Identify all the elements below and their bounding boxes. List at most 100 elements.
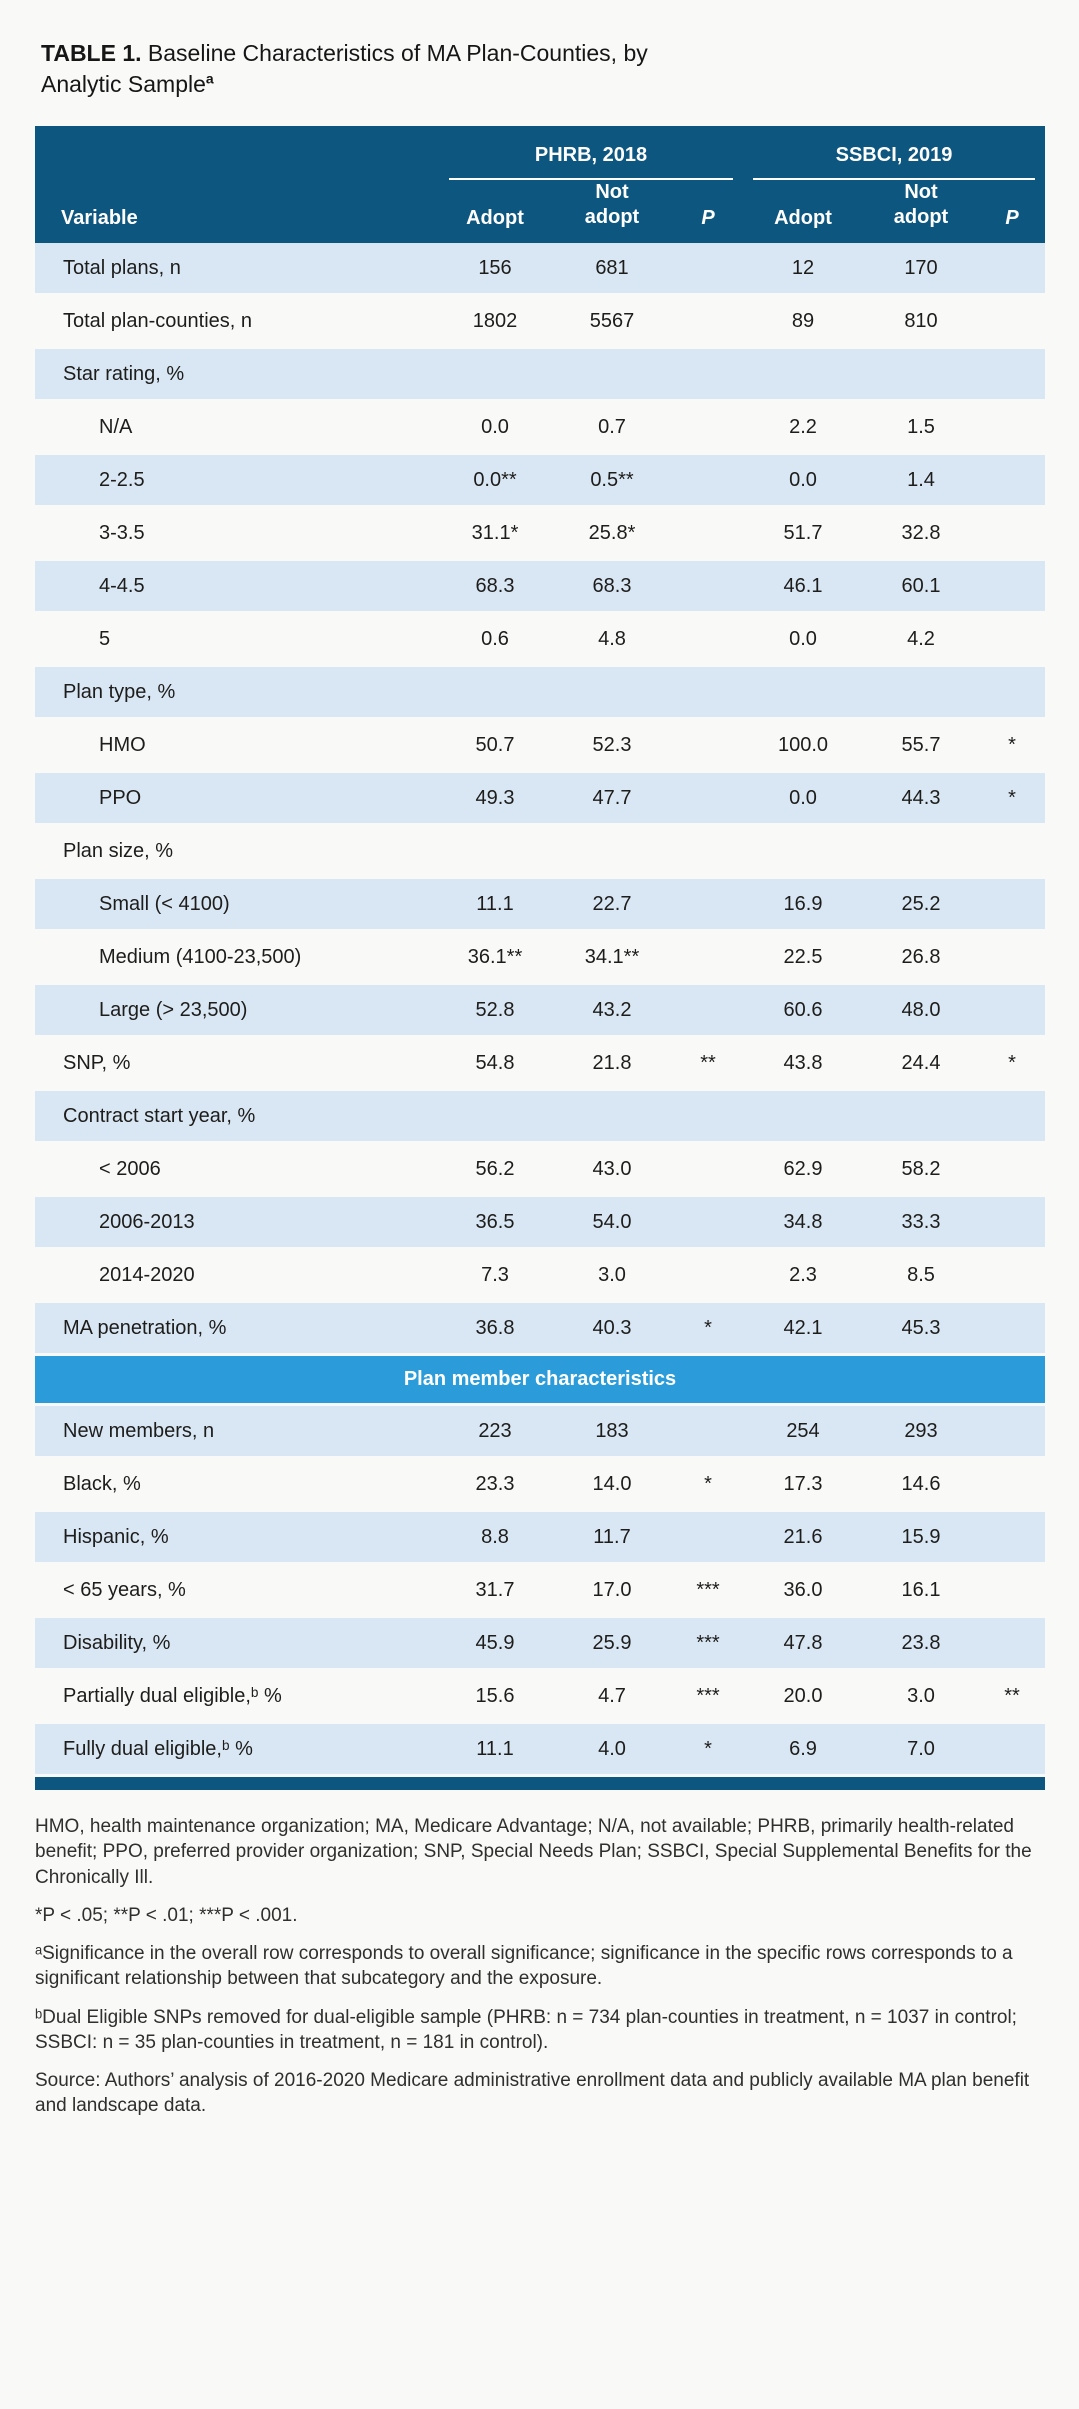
- row-label: N/A: [35, 400, 439, 456]
- value-cell: 54.0: [551, 1195, 673, 1251]
- value-cell: 0.0: [743, 453, 863, 509]
- value-cell: 36.8: [439, 1301, 551, 1357]
- value-cell: 0.5**: [551, 453, 673, 509]
- value-cell: 45.9: [439, 1616, 551, 1672]
- empty-cell: [979, 1404, 1045, 1460]
- empty-cell: [979, 347, 1045, 403]
- value-cell: 5567: [551, 294, 673, 350]
- value-cell: 11.7: [551, 1510, 673, 1566]
- table-row: 2014-2020 7.3 3.0 2.3 8.5: [35, 1248, 1045, 1304]
- empty-cell: [863, 347, 979, 403]
- empty-cell: [979, 930, 1045, 986]
- row-label: Star rating, %: [35, 347, 439, 403]
- value-cell: 2.2: [743, 400, 863, 456]
- value-cell: 45.3: [863, 1301, 979, 1357]
- table-title-superscript: a: [205, 70, 214, 87]
- table-row: Disability, % 45.9 25.9 *** 47.8 23.8: [35, 1616, 1045, 1672]
- value-cell: 54.8: [439, 1036, 551, 1092]
- section-banner-label: Plan member characteristics: [35, 1354, 1045, 1407]
- empty-cell: [743, 347, 863, 403]
- value-cell: 12: [743, 243, 863, 297]
- column-header-notadopt-ssbci: Not adopt: [863, 180, 979, 244]
- empty-cell: [743, 665, 863, 721]
- empty-cell: [979, 1248, 1045, 1304]
- table-row: 2006-2013 36.5 54.0 34.8 33.3: [35, 1195, 1045, 1251]
- column-header-adopt-phrb: Adopt: [439, 180, 551, 244]
- value-cell: 24.4: [863, 1036, 979, 1092]
- value-cell: 810: [863, 294, 979, 350]
- row-label: Fully dual eligible,ᵇ %: [35, 1722, 439, 1778]
- table-row: 5 0.6 4.8 0.0 4.2: [35, 612, 1045, 668]
- value-cell: 681: [551, 243, 673, 297]
- value-cell: 21.6: [743, 1510, 863, 1566]
- empty-cell: [979, 824, 1045, 880]
- value-cell: 23.3: [439, 1457, 551, 1513]
- value-cell: 100.0: [743, 718, 863, 774]
- column-header-p-phrb: P: [673, 180, 743, 244]
- value-cell: 62.9: [743, 1142, 863, 1198]
- value-cell: 7.0: [863, 1722, 979, 1778]
- table-row: Hispanic, % 8.8 11.7 21.6 15.9: [35, 1510, 1045, 1566]
- value-cell: 58.2: [863, 1142, 979, 1198]
- value-cell: 4.8: [551, 612, 673, 668]
- empty-cell: [979, 1195, 1045, 1251]
- empty-cell: [673, 1404, 743, 1460]
- row-label: Plan type, %: [35, 665, 439, 721]
- value-cell: *: [673, 1457, 743, 1513]
- empty-cell: [673, 771, 743, 827]
- section-header-row: Plan type, %: [35, 665, 1045, 721]
- row-label: 2014-2020: [35, 1248, 439, 1304]
- value-cell: 4.2: [863, 612, 979, 668]
- empty-cell: [863, 1089, 979, 1145]
- value-cell: 16.9: [743, 877, 863, 933]
- table-row: MA penetration, % 36.8 40.3 * 42.1 45.3: [35, 1301, 1045, 1357]
- value-cell: 60.6: [743, 983, 863, 1039]
- empty-cell: [979, 1510, 1045, 1566]
- empty-cell: [979, 243, 1045, 297]
- value-cell: 14.0: [551, 1457, 673, 1513]
- value-cell: ***: [673, 1563, 743, 1619]
- value-cell: **: [979, 1669, 1045, 1725]
- value-cell: *: [673, 1301, 743, 1357]
- value-cell: 0.7: [551, 400, 673, 456]
- empty-cell: [673, 877, 743, 933]
- value-cell: 2.3: [743, 1248, 863, 1304]
- value-cell: 33.3: [863, 1195, 979, 1251]
- value-cell: 254: [743, 1404, 863, 1460]
- value-cell: 156: [439, 243, 551, 297]
- value-cell: ***: [673, 1616, 743, 1672]
- footnote-b: ᵇDual Eligible SNPs removed for dual-eli…: [35, 2006, 1017, 2053]
- section-header-row: Plan size, %: [35, 824, 1045, 880]
- empty-cell: [439, 1089, 551, 1145]
- table-row: PPO 49.3 47.7 0.0 44.3 *: [35, 771, 1045, 827]
- column-header-row: Variable Adopt Not adopt P Adopt Not ado…: [35, 180, 1045, 244]
- empty-cell: [439, 665, 551, 721]
- row-label: 5: [35, 612, 439, 668]
- table-row: < 2006 56.2 43.0 62.9 58.2: [35, 1142, 1045, 1198]
- table-row: Fully dual eligible,ᵇ % 11.1 4.0 * 6.9 7.0: [35, 1722, 1045, 1778]
- empty-cell: [673, 1510, 743, 1566]
- empty-cell: [979, 1616, 1045, 1672]
- value-cell: 4.7: [551, 1669, 673, 1725]
- row-label: PPO: [35, 771, 439, 827]
- value-cell: 40.3: [551, 1301, 673, 1357]
- value-cell: 47.7: [551, 771, 673, 827]
- value-cell: *: [979, 718, 1045, 774]
- value-cell: 0.0: [743, 771, 863, 827]
- value-cell: 21.8: [551, 1036, 673, 1092]
- empty-cell: [979, 294, 1045, 350]
- empty-cell: [673, 983, 743, 1039]
- row-label: Disability, %: [35, 1616, 439, 1672]
- empty-cell: [979, 400, 1045, 456]
- value-cell: 170: [863, 243, 979, 297]
- empty-cell: [979, 1457, 1045, 1513]
- footnote-abbreviations: HMO, health maintenance organization; MA…: [35, 1816, 1032, 1888]
- empty-cell: [673, 559, 743, 615]
- row-label: Total plan-counties, n: [35, 294, 439, 350]
- value-cell: 22.5: [743, 930, 863, 986]
- row-label: Hispanic, %: [35, 1510, 439, 1566]
- section-header-row: Contract start year, %: [35, 1089, 1045, 1145]
- group-header-ssbci: SSBCI, 2019: [743, 126, 1045, 181]
- value-cell: 25.9: [551, 1616, 673, 1672]
- table-title-text: Baseline Characteristics of MA Plan-Coun…: [41, 40, 648, 98]
